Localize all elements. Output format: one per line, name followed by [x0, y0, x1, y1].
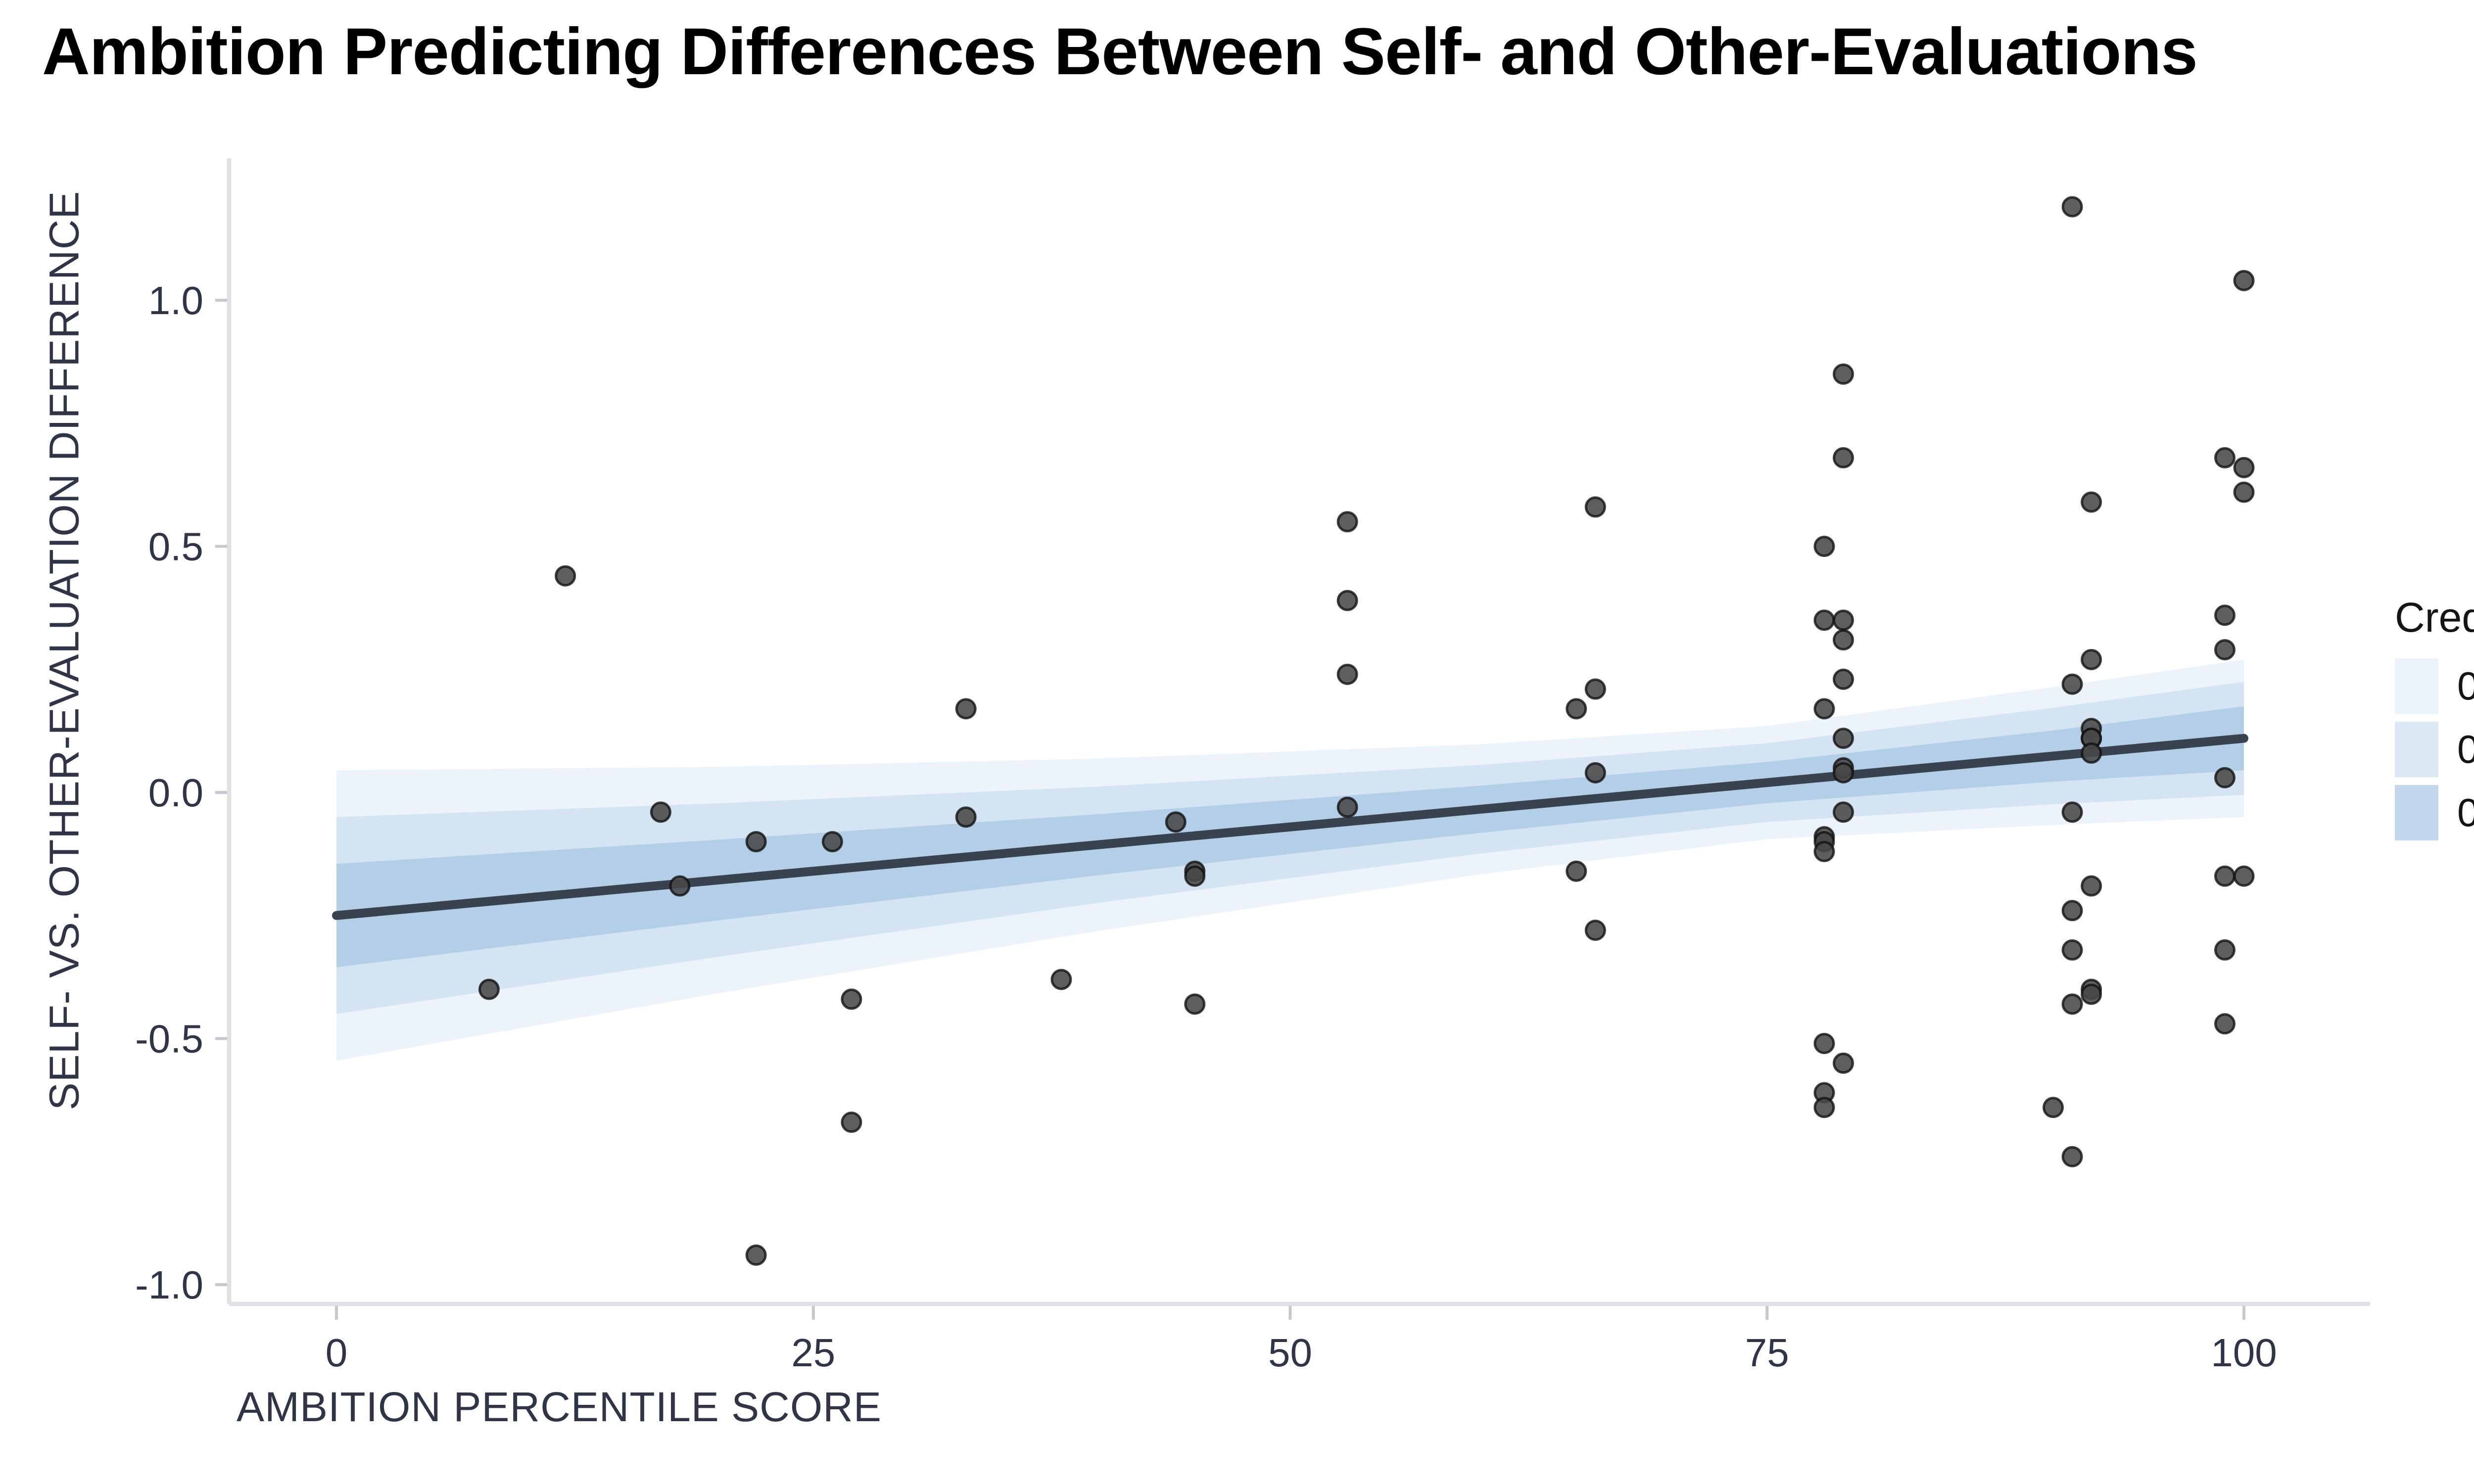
legend-item-08: 0.8	[2395, 722, 2474, 777]
x-tick-label: 50	[1268, 1331, 1312, 1375]
data-point	[1584, 496, 1606, 518]
legend-credible-interval: Credible Interval 0.95 0.8 0.5	[2395, 594, 2474, 848]
data-point	[1566, 698, 1587, 720]
legend-title: Credible Interval	[2395, 594, 2474, 641]
data-point	[1584, 678, 1606, 700]
x-axis-title: AMBITION PERCENTILE SCORE	[237, 1384, 882, 1430]
data-point	[2233, 865, 2255, 887]
data-point	[2081, 491, 2102, 513]
data-point	[1813, 840, 1835, 862]
data-point	[2214, 939, 2236, 961]
data-point	[2233, 481, 2255, 503]
data-point	[745, 1244, 767, 1266]
data-point	[1832, 363, 1854, 385]
data-point	[1832, 629, 1854, 651]
data-point	[2061, 196, 2083, 218]
regression-line	[332, 734, 2248, 920]
data-point	[1813, 609, 1835, 631]
data-point	[2214, 604, 2236, 626]
data-point	[1165, 811, 1187, 833]
x-tick-label: 0	[326, 1331, 348, 1375]
data-point	[2081, 742, 2102, 764]
data-point	[2214, 767, 2236, 788]
data-point	[2061, 1146, 2083, 1167]
y-tick-label: 0.5	[148, 525, 203, 569]
credible-band-0.5	[336, 706, 2244, 968]
data-point	[2214, 865, 2236, 887]
data-point	[955, 698, 977, 720]
data-point	[2233, 270, 2255, 291]
data-point	[669, 875, 691, 897]
data-point	[1832, 728, 1854, 749]
x-tick-label: 100	[2211, 1331, 2277, 1375]
data-point	[650, 801, 671, 823]
data-point	[955, 806, 977, 828]
data-point	[1832, 1052, 1854, 1074]
data-point	[1832, 762, 1854, 784]
data-point	[1813, 1032, 1835, 1054]
data-point	[2081, 875, 2102, 897]
data-point	[841, 988, 862, 1010]
legend-swatch-08	[2395, 722, 2438, 777]
y-tick-label: -0.5	[135, 1017, 203, 1061]
data-point	[1336, 796, 1358, 818]
data-point	[1584, 762, 1606, 784]
data-point	[1832, 668, 1854, 690]
data-point	[1813, 698, 1835, 720]
data-point	[1050, 969, 1072, 990]
data-point	[1832, 801, 1854, 823]
data-point	[1813, 536, 1835, 557]
data-point	[1566, 860, 1587, 882]
data-point	[478, 978, 500, 1000]
data-point	[2061, 993, 2083, 1015]
data-point	[2043, 1097, 2064, 1118]
data-point	[1184, 993, 1206, 1015]
chart-title: Ambition Predicting Differences Between …	[42, 15, 2198, 89]
data-point	[1336, 590, 1358, 611]
data-point	[2233, 457, 2255, 478]
data-point	[1336, 511, 1358, 533]
data-point	[2081, 983, 2102, 1005]
data-point	[1584, 920, 1606, 941]
legend-label-08: 0.8	[2457, 727, 2474, 771]
data-point	[2214, 1013, 2236, 1035]
data-point	[1832, 447, 1854, 468]
data-point	[2214, 639, 2236, 660]
legend-item-05: 0.5	[2395, 785, 2474, 840]
data-point	[2061, 939, 2083, 961]
legend-swatch-095	[2395, 658, 2438, 714]
data-point	[2061, 801, 2083, 823]
data-point	[1832, 609, 1854, 631]
x-tick-label: 25	[791, 1331, 835, 1375]
legend-label-095: 0.95	[2457, 664, 2474, 708]
data-point	[2061, 900, 2083, 922]
data-point	[1184, 865, 1206, 887]
data-point	[2214, 447, 2236, 468]
legend-swatch-05	[2395, 785, 2438, 840]
data-point	[821, 831, 843, 852]
x-tick-label: 75	[1745, 1331, 1789, 1375]
data-point	[555, 565, 576, 587]
data-point	[745, 831, 767, 852]
data-point	[841, 1112, 862, 1133]
legend-item-095: 0.95	[2395, 658, 2474, 714]
data-point	[1336, 663, 1358, 685]
data-point	[1813, 1097, 1835, 1118]
data-point	[2081, 649, 2102, 670]
y-tick-label: 1.0	[148, 278, 203, 323]
y-tick-label: 0.0	[148, 771, 203, 815]
data-point	[2061, 673, 2083, 695]
y-tick-label: -1.0	[135, 1263, 203, 1307]
legend-label-05: 0.5	[2457, 790, 2474, 835]
